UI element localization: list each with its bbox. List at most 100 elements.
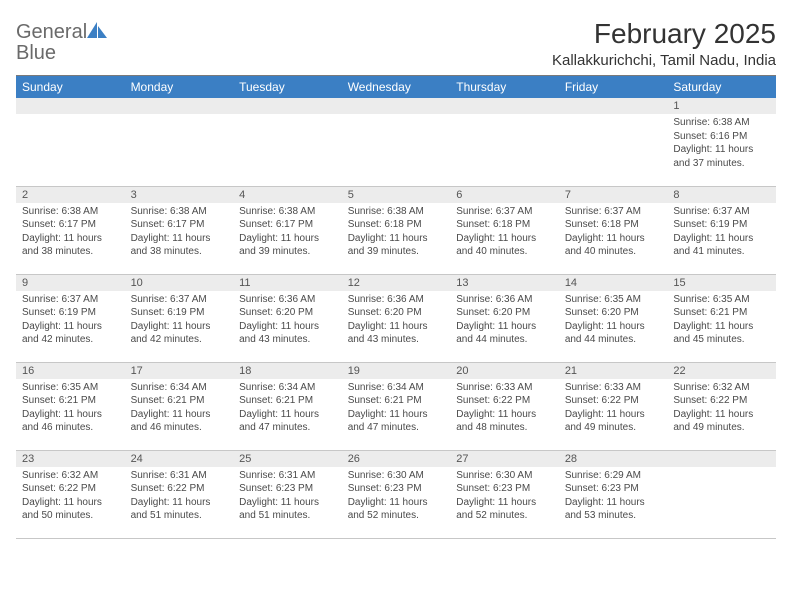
calendar-day-cell: 1Sunrise: 6:38 AMSunset: 6:16 PMDaylight… [667,98,776,186]
sunrise-text: Sunrise: 6:34 AM [239,381,336,395]
day-number [667,451,776,467]
sunrise-text: Sunrise: 6:35 AM [673,293,770,307]
daylight-text: Daylight: 11 hours and 38 minutes. [22,232,119,259]
calendar-day-cell: 25Sunrise: 6:31 AMSunset: 6:23 PMDayligh… [233,450,342,538]
day-number [342,98,451,114]
sunset-text: Sunset: 6:23 PM [239,482,336,496]
sunrise-text: Sunrise: 6:33 AM [565,381,662,395]
day-number: 23 [16,451,125,467]
daylight-text: Daylight: 11 hours and 52 minutes. [456,496,553,523]
sunset-text: Sunset: 6:20 PM [348,306,445,320]
daylight-text: Daylight: 11 hours and 40 minutes. [456,232,553,259]
calendar-day-cell: 23Sunrise: 6:32 AMSunset: 6:22 PMDayligh… [16,450,125,538]
sunrise-text: Sunrise: 6:35 AM [565,293,662,307]
daylight-text: Daylight: 11 hours and 48 minutes. [456,408,553,435]
brand-name-part2: Blue [16,42,56,64]
sunset-text: Sunset: 6:22 PM [22,482,119,496]
daylight-text: Daylight: 11 hours and 51 minutes. [131,496,228,523]
day-content: Sunrise: 6:33 AMSunset: 6:22 PMDaylight:… [450,379,559,439]
calendar-day-cell: 14Sunrise: 6:35 AMSunset: 6:20 PMDayligh… [559,274,668,362]
sunset-text: Sunset: 6:22 PM [131,482,228,496]
day-number: 16 [16,363,125,379]
day-content: Sunrise: 6:38 AMSunset: 6:18 PMDaylight:… [342,203,451,263]
day-content [450,114,559,120]
day-content: Sunrise: 6:36 AMSunset: 6:20 PMDaylight:… [233,291,342,351]
sunrise-text: Sunrise: 6:38 AM [131,205,228,219]
daylight-text: Daylight: 11 hours and 44 minutes. [565,320,662,347]
weekday-row: Sunday Monday Tuesday Wednesday Thursday… [16,76,776,99]
day-number: 18 [233,363,342,379]
calendar-day-cell: 17Sunrise: 6:34 AMSunset: 6:21 PMDayligh… [125,362,234,450]
sunset-text: Sunset: 6:22 PM [565,394,662,408]
day-content: Sunrise: 6:37 AMSunset: 6:19 PMDaylight:… [667,203,776,263]
day-content [342,114,451,120]
sunrise-text: Sunrise: 6:37 AM [565,205,662,219]
day-content: Sunrise: 6:38 AMSunset: 6:17 PMDaylight:… [125,203,234,263]
daylight-text: Daylight: 11 hours and 52 minutes. [348,496,445,523]
calendar-day-cell: 16Sunrise: 6:35 AMSunset: 6:21 PMDayligh… [16,362,125,450]
daylight-text: Daylight: 11 hours and 49 minutes. [565,408,662,435]
calendar-day-cell [233,98,342,186]
sunrise-text: Sunrise: 6:36 AM [348,293,445,307]
day-number [125,98,234,114]
day-content [125,114,234,120]
day-content: Sunrise: 6:38 AMSunset: 6:16 PMDaylight:… [667,114,776,174]
day-content: Sunrise: 6:34 AMSunset: 6:21 PMDaylight:… [233,379,342,439]
brand-logo: General Blue [16,18,107,64]
sunset-text: Sunset: 6:22 PM [456,394,553,408]
daylight-text: Daylight: 11 hours and 39 minutes. [348,232,445,259]
day-number: 21 [559,363,668,379]
day-number: 22 [667,363,776,379]
day-content: Sunrise: 6:36 AMSunset: 6:20 PMDaylight:… [342,291,451,351]
daylight-text: Daylight: 11 hours and 50 minutes. [22,496,119,523]
day-number [16,98,125,114]
day-number [450,98,559,114]
sunset-text: Sunset: 6:21 PM [348,394,445,408]
weekday-header: Tuesday [233,76,342,99]
daylight-text: Daylight: 11 hours and 46 minutes. [22,408,119,435]
weekday-header: Saturday [667,76,776,99]
daylight-text: Daylight: 11 hours and 49 minutes. [673,408,770,435]
day-number: 11 [233,275,342,291]
sunset-text: Sunset: 6:18 PM [348,218,445,232]
calendar-week-row: 2Sunrise: 6:38 AMSunset: 6:17 PMDaylight… [16,186,776,274]
day-content: Sunrise: 6:35 AMSunset: 6:20 PMDaylight:… [559,291,668,351]
day-content [559,114,668,120]
day-number: 25 [233,451,342,467]
day-content: Sunrise: 6:31 AMSunset: 6:23 PMDaylight:… [233,467,342,527]
day-content: Sunrise: 6:37 AMSunset: 6:18 PMDaylight:… [559,203,668,263]
sunrise-text: Sunrise: 6:34 AM [131,381,228,395]
sunset-text: Sunset: 6:19 PM [131,306,228,320]
day-number: 24 [125,451,234,467]
sunset-text: Sunset: 6:20 PM [565,306,662,320]
day-number: 15 [667,275,776,291]
day-number: 26 [342,451,451,467]
calendar-day-cell: 20Sunrise: 6:33 AMSunset: 6:22 PMDayligh… [450,362,559,450]
day-content [233,114,342,120]
day-number: 19 [342,363,451,379]
day-content: Sunrise: 6:32 AMSunset: 6:22 PMDaylight:… [667,379,776,439]
sunset-text: Sunset: 6:19 PM [22,306,119,320]
day-content: Sunrise: 6:30 AMSunset: 6:23 PMDaylight:… [342,467,451,527]
sunrise-text: Sunrise: 6:36 AM [239,293,336,307]
calendar-table: Sunday Monday Tuesday Wednesday Thursday… [16,75,776,539]
day-number [559,98,668,114]
day-number: 7 [559,187,668,203]
sail-icon [87,22,107,43]
sunset-text: Sunset: 6:20 PM [456,306,553,320]
sunset-text: Sunset: 6:23 PM [565,482,662,496]
daylight-text: Daylight: 11 hours and 42 minutes. [22,320,119,347]
day-number: 13 [450,275,559,291]
day-number [233,98,342,114]
sunset-text: Sunset: 6:21 PM [239,394,336,408]
calendar-day-cell: 15Sunrise: 6:35 AMSunset: 6:21 PMDayligh… [667,274,776,362]
calendar-day-cell: 22Sunrise: 6:32 AMSunset: 6:22 PMDayligh… [667,362,776,450]
day-content: Sunrise: 6:34 AMSunset: 6:21 PMDaylight:… [125,379,234,439]
day-number: 12 [342,275,451,291]
calendar-day-cell: 10Sunrise: 6:37 AMSunset: 6:19 PMDayligh… [125,274,234,362]
daylight-text: Daylight: 11 hours and 43 minutes. [348,320,445,347]
month-title: February 2025 [552,18,776,50]
sunrise-text: Sunrise: 6:37 AM [131,293,228,307]
sunset-text: Sunset: 6:17 PM [131,218,228,232]
day-content: Sunrise: 6:30 AMSunset: 6:23 PMDaylight:… [450,467,559,527]
